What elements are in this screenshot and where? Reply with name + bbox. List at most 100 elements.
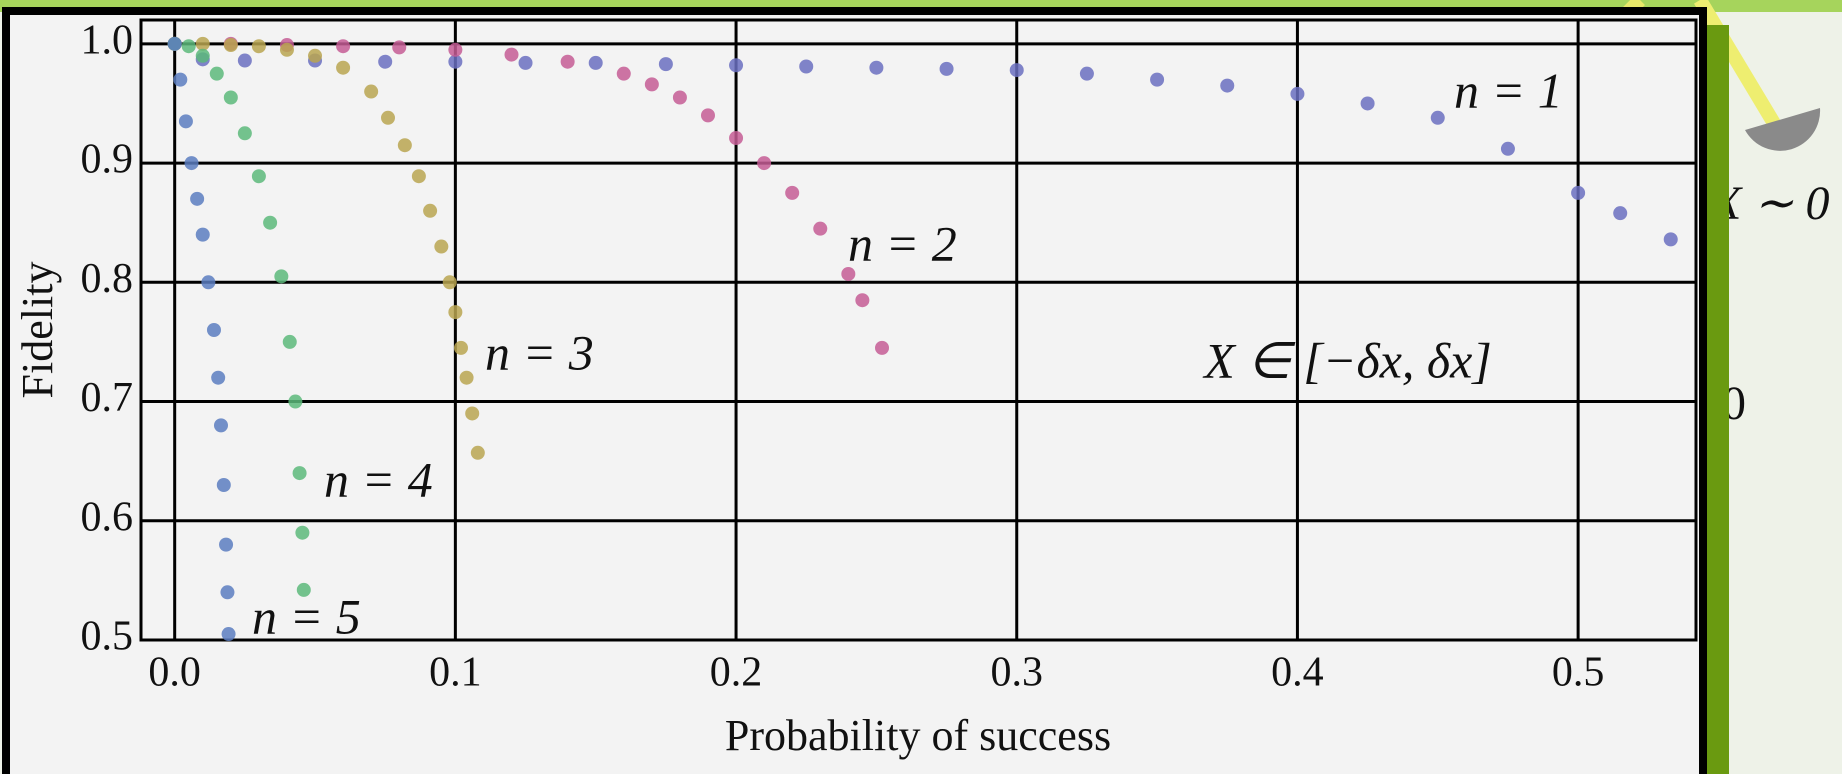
data-point [308,49,322,63]
data-point [211,371,225,385]
y-tick-label: 0.6 [81,494,134,540]
data-point [1150,73,1164,87]
data-point [799,60,813,74]
y-tick-label: 1.0 [81,17,134,63]
data-point [448,305,462,319]
annotation: X ∈ [−δx, δx] [1202,332,1492,388]
data-point [1010,63,1024,77]
data-point [460,371,474,385]
data-point [434,240,448,254]
data-point [182,39,196,53]
data-point [454,341,468,355]
data-point [519,56,533,70]
x-tick-label: 0.2 [710,650,763,696]
data-point [589,56,603,70]
data-point [210,67,224,81]
data-point [196,49,210,63]
series-label: n = 1 [1454,62,1563,118]
data-point [940,62,954,76]
data-point [1290,87,1304,101]
data-point [1664,232,1678,246]
data-point [173,73,187,87]
data-point [293,466,307,480]
data-point [398,138,412,152]
data-point [263,216,277,230]
data-point [423,204,437,218]
x-tick-label: 0.4 [1271,650,1324,696]
data-point [196,228,210,242]
data-point [471,446,485,460]
data-point [179,114,193,128]
x-tick-label: 0.3 [990,650,1043,696]
data-point [220,585,234,599]
data-point [673,91,687,105]
data-point [336,39,350,53]
data-point [855,293,869,307]
data-point [219,538,233,552]
data-point [505,48,519,62]
data-point [1571,186,1585,200]
data-point [729,58,743,72]
data-point [561,55,575,69]
data-point [757,156,771,170]
x-tick-label: 0.0 [148,650,201,696]
data-point [224,91,238,105]
data-point [288,395,302,409]
data-point [448,55,462,69]
data-point [1220,79,1234,93]
data-point [222,627,236,641]
y-tick-label: 0.7 [81,375,134,421]
data-point [645,77,659,91]
data-point [224,38,238,52]
chart: X ∼ 0 0 0.00.10.20.30.40.50.50.60.70.80.… [0,0,1842,774]
data-point [274,269,288,283]
data-point [252,169,266,183]
data-point [1080,67,1094,81]
data-point [1431,111,1445,125]
data-point [207,323,221,337]
series-label: n = 3 [485,324,594,380]
data-point [381,111,395,125]
data-point [168,37,182,51]
series-label: n = 4 [324,451,433,507]
data-point [1361,96,1375,110]
data-point [295,526,309,540]
data-point [238,126,252,140]
data-point [659,57,673,71]
data-point [196,37,210,51]
series-label: n = 5 [252,588,361,644]
data-point [465,406,479,420]
data-point [412,169,426,183]
y-tick-label: 0.5 [81,614,134,660]
data-point [378,55,392,69]
data-point [1613,206,1627,220]
data-point [336,61,350,75]
decor-detector [1745,108,1820,151]
data-point [785,186,799,200]
data-point [448,43,462,57]
data-point [443,275,457,289]
x-tick-label: 0.5 [1552,650,1605,696]
data-point [190,192,204,206]
x-tick-label: 0.1 [429,650,482,696]
data-point [201,275,215,289]
data-point [869,61,883,75]
data-point [214,418,228,432]
data-point [252,39,266,53]
data-point [1501,142,1515,156]
data-point [364,85,378,99]
x-axis-title: Probability of success [725,711,1111,760]
data-point [217,478,231,492]
data-point [701,108,715,122]
data-point [185,156,199,170]
data-point [283,335,297,349]
y-axis-title: Fidelity [13,262,62,399]
data-point [617,67,631,81]
series-label: n = 2 [848,215,957,271]
data-point [392,40,406,54]
data-point [875,341,889,355]
data-point [238,54,252,68]
data-point [813,222,827,236]
data-point [280,43,294,57]
y-tick-label: 0.9 [81,137,134,183]
